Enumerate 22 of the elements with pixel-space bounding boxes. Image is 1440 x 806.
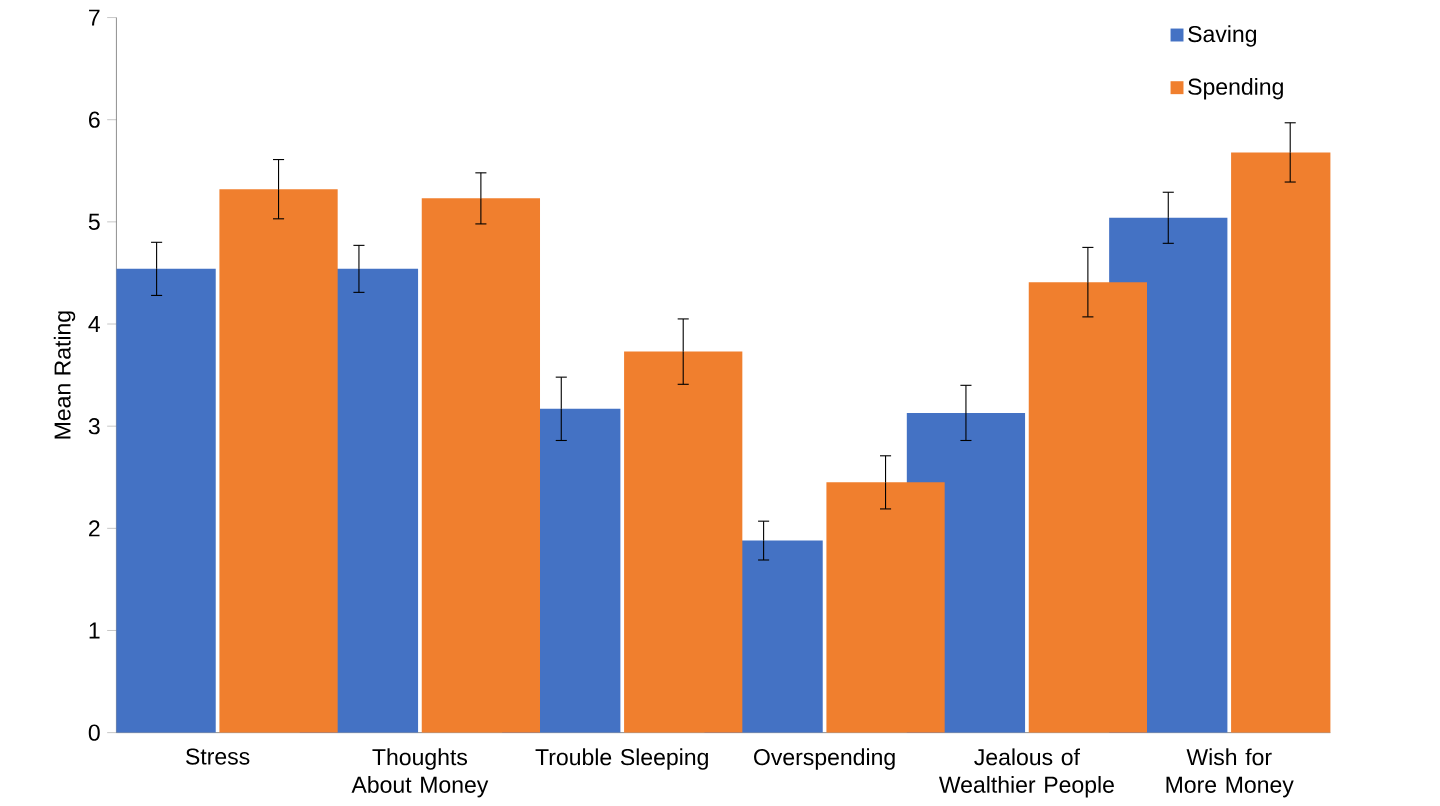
y-tick-label: 4 [88, 316, 100, 333]
y-axis-title: Mean Rating [53, 311, 76, 439]
y-tick-label: 1 [89, 622, 100, 639]
x-tick-label: Stress [186, 748, 250, 765]
y-tick-label: 0 [88, 724, 100, 741]
bar [219, 189, 338, 733]
legend-label: Saving [1188, 25, 1257, 47]
x-tick-label: Jealous of Wealthier People [938, 748, 1114, 798]
legend-label: Spending [1188, 78, 1283, 100]
bar [826, 482, 945, 733]
y-tick-label: 5 [88, 214, 100, 231]
x-tick-label: Overspending [754, 748, 895, 771]
y-tick-label: 3 [88, 418, 100, 435]
y-tick-label: 2 [89, 520, 100, 537]
bar [1028, 282, 1148, 733]
x-tick-label: Wish for More Money [1166, 748, 1294, 798]
x-tick-label: Trouble Sleeping [535, 748, 708, 771]
bar [421, 198, 541, 733]
y-tick-label: 7 [89, 9, 100, 26]
y-tick-label: 6 [89, 111, 100, 129]
bar [624, 351, 743, 733]
x-tick-label: Thoughts About Money [351, 748, 489, 798]
